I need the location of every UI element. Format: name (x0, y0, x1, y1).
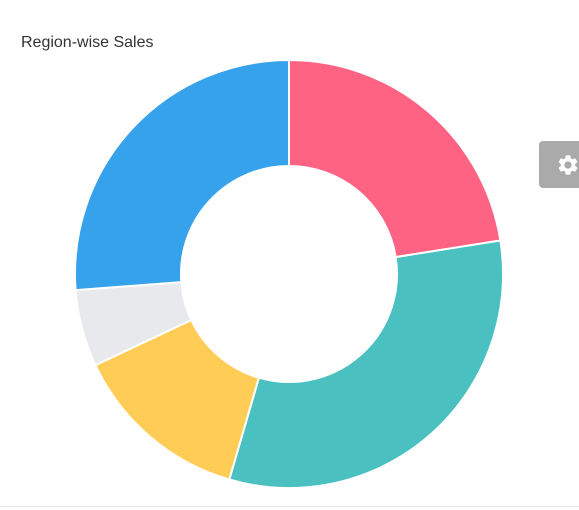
gear-icon (558, 155, 578, 175)
donut-slice-2[interactable] (228, 239, 504, 489)
donut-slice-5[interactable] (74, 58, 290, 292)
settings-tab[interactable] (539, 141, 579, 188)
chart-title: Region-wise Sales (21, 34, 154, 51)
donut-slice-1[interactable] (288, 58, 502, 259)
